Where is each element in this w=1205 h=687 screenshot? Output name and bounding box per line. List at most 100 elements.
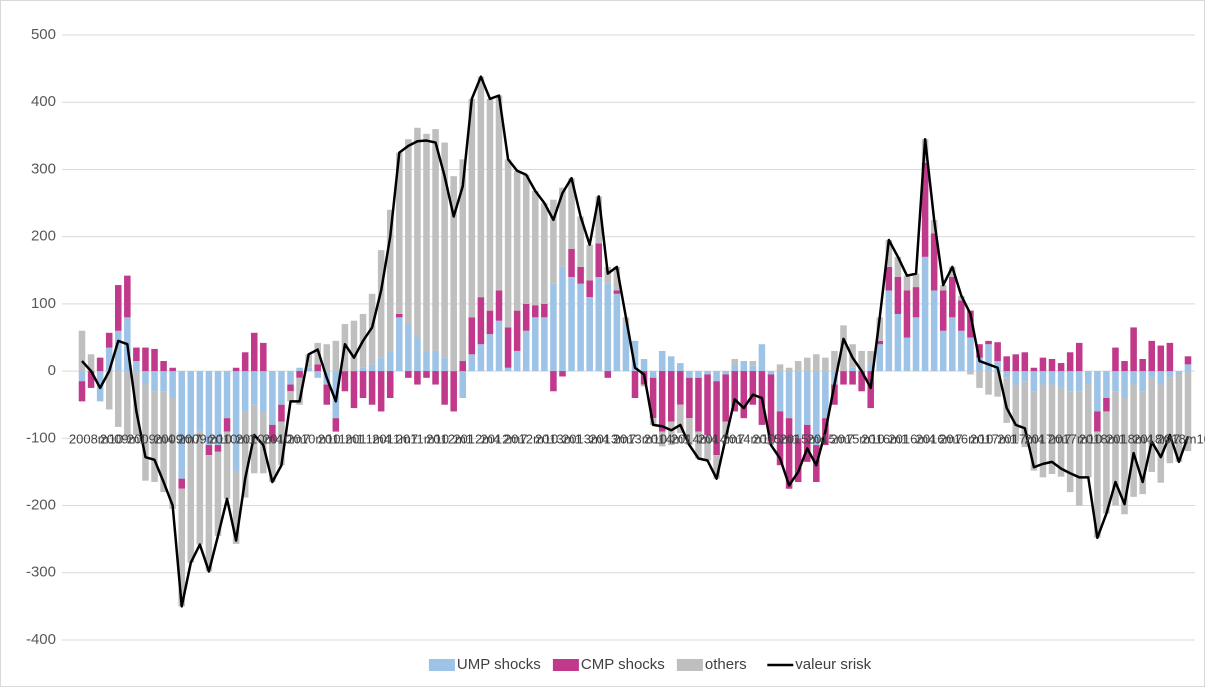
- bar: [586, 280, 593, 298]
- bar: [785, 371, 793, 419]
- bar: [731, 359, 738, 365]
- bar: [831, 384, 838, 405]
- bar: [767, 371, 775, 375]
- bar: [269, 424, 276, 442]
- bar: [1039, 371, 1047, 385]
- bar: [260, 411, 267, 474]
- bar: [876, 344, 884, 372]
- bar: [577, 216, 584, 267]
- bar: [160, 361, 167, 372]
- x-tick-label: 2017m10: [1048, 431, 1102, 446]
- bar: [1039, 357, 1047, 372]
- bar: [613, 266, 621, 291]
- bar: [1066, 352, 1074, 372]
- bar: [114, 371, 122, 427]
- x-tick-label: 2014m10: [722, 431, 776, 446]
- bar: [1166, 371, 1174, 378]
- bar: [658, 371, 666, 432]
- bar: [604, 266, 612, 284]
- bar: [686, 377, 693, 419]
- bar: [1075, 342, 1083, 372]
- bar: [377, 250, 385, 358]
- bar: [278, 371, 285, 405]
- bar: [441, 142, 448, 358]
- bar: [958, 330, 965, 372]
- bar: [241, 411, 249, 498]
- bar: [133, 347, 140, 362]
- bar: [405, 324, 412, 372]
- bar: [1157, 345, 1165, 372]
- bar: [1048, 359, 1056, 372]
- bar: [776, 411, 784, 466]
- bar: [541, 203, 548, 304]
- bar: [667, 356, 675, 372]
- bar: [667, 371, 675, 422]
- bar: [495, 290, 503, 321]
- y-tick-label: 400: [31, 93, 56, 110]
- bar: [568, 178, 575, 249]
- bar: [695, 371, 702, 378]
- bar: [930, 233, 938, 291]
- bar: [468, 354, 476, 372]
- bar: [695, 377, 702, 432]
- bar: [613, 293, 621, 372]
- bar: [858, 371, 865, 392]
- bar: [1112, 391, 1119, 506]
- legend-label: others: [705, 656, 747, 673]
- bar: [459, 361, 467, 372]
- lines: [81, 75, 1190, 608]
- bar: [967, 337, 974, 372]
- bar: [495, 320, 503, 372]
- x-tick-label: 2013m1: [535, 431, 582, 446]
- bar: [749, 361, 757, 366]
- bar: [686, 418, 693, 446]
- bar: [994, 371, 1001, 397]
- bar: [323, 384, 331, 405]
- bar: [885, 266, 893, 291]
- bar: [559, 187, 566, 267]
- bar: [305, 354, 312, 368]
- bar: [568, 248, 575, 277]
- bar: [622, 324, 630, 372]
- bar: [1148, 340, 1156, 372]
- x-tick-label: 2015m10: [830, 431, 884, 446]
- y-tick-label: 300: [31, 160, 56, 177]
- bar: [359, 371, 367, 398]
- x-tick-label: 2009m7: [154, 431, 201, 446]
- bar: [232, 471, 240, 544]
- bar: [894, 277, 902, 314]
- bar: [1094, 371, 1101, 412]
- bar: [568, 277, 575, 372]
- bar: [532, 190, 539, 306]
- bar: [1057, 363, 1065, 372]
- bar: [459, 159, 467, 362]
- x-tick-label: 2012m4: [453, 431, 500, 446]
- bar: [386, 350, 394, 372]
- bar: [994, 342, 1001, 362]
- y-tick-label: -300: [26, 564, 56, 581]
- bar: [894, 313, 902, 372]
- bar: [713, 455, 720, 479]
- bar: [677, 371, 684, 405]
- bar: [214, 445, 222, 452]
- bar: [813, 371, 820, 446]
- x-tick-label: 2015m4: [780, 431, 827, 446]
- bar: [976, 344, 983, 358]
- bar: [178, 488, 185, 607]
- bar: [504, 367, 512, 372]
- bar: [631, 371, 639, 398]
- bar: [1030, 391, 1038, 471]
- x-tick-label: 2014m1: [644, 431, 691, 446]
- bar: [785, 367, 793, 372]
- bar: [1175, 371, 1183, 375]
- bar: [1184, 364, 1192, 372]
- bar: [151, 371, 158, 392]
- bar: [1094, 411, 1101, 432]
- bar: [803, 357, 811, 372]
- x-tick-label: 2018m1: [1079, 431, 1126, 446]
- x-tick-label: 2018m4: [1106, 431, 1153, 446]
- bar: [133, 361, 140, 372]
- bar: [949, 317, 956, 372]
- bar: [604, 371, 612, 378]
